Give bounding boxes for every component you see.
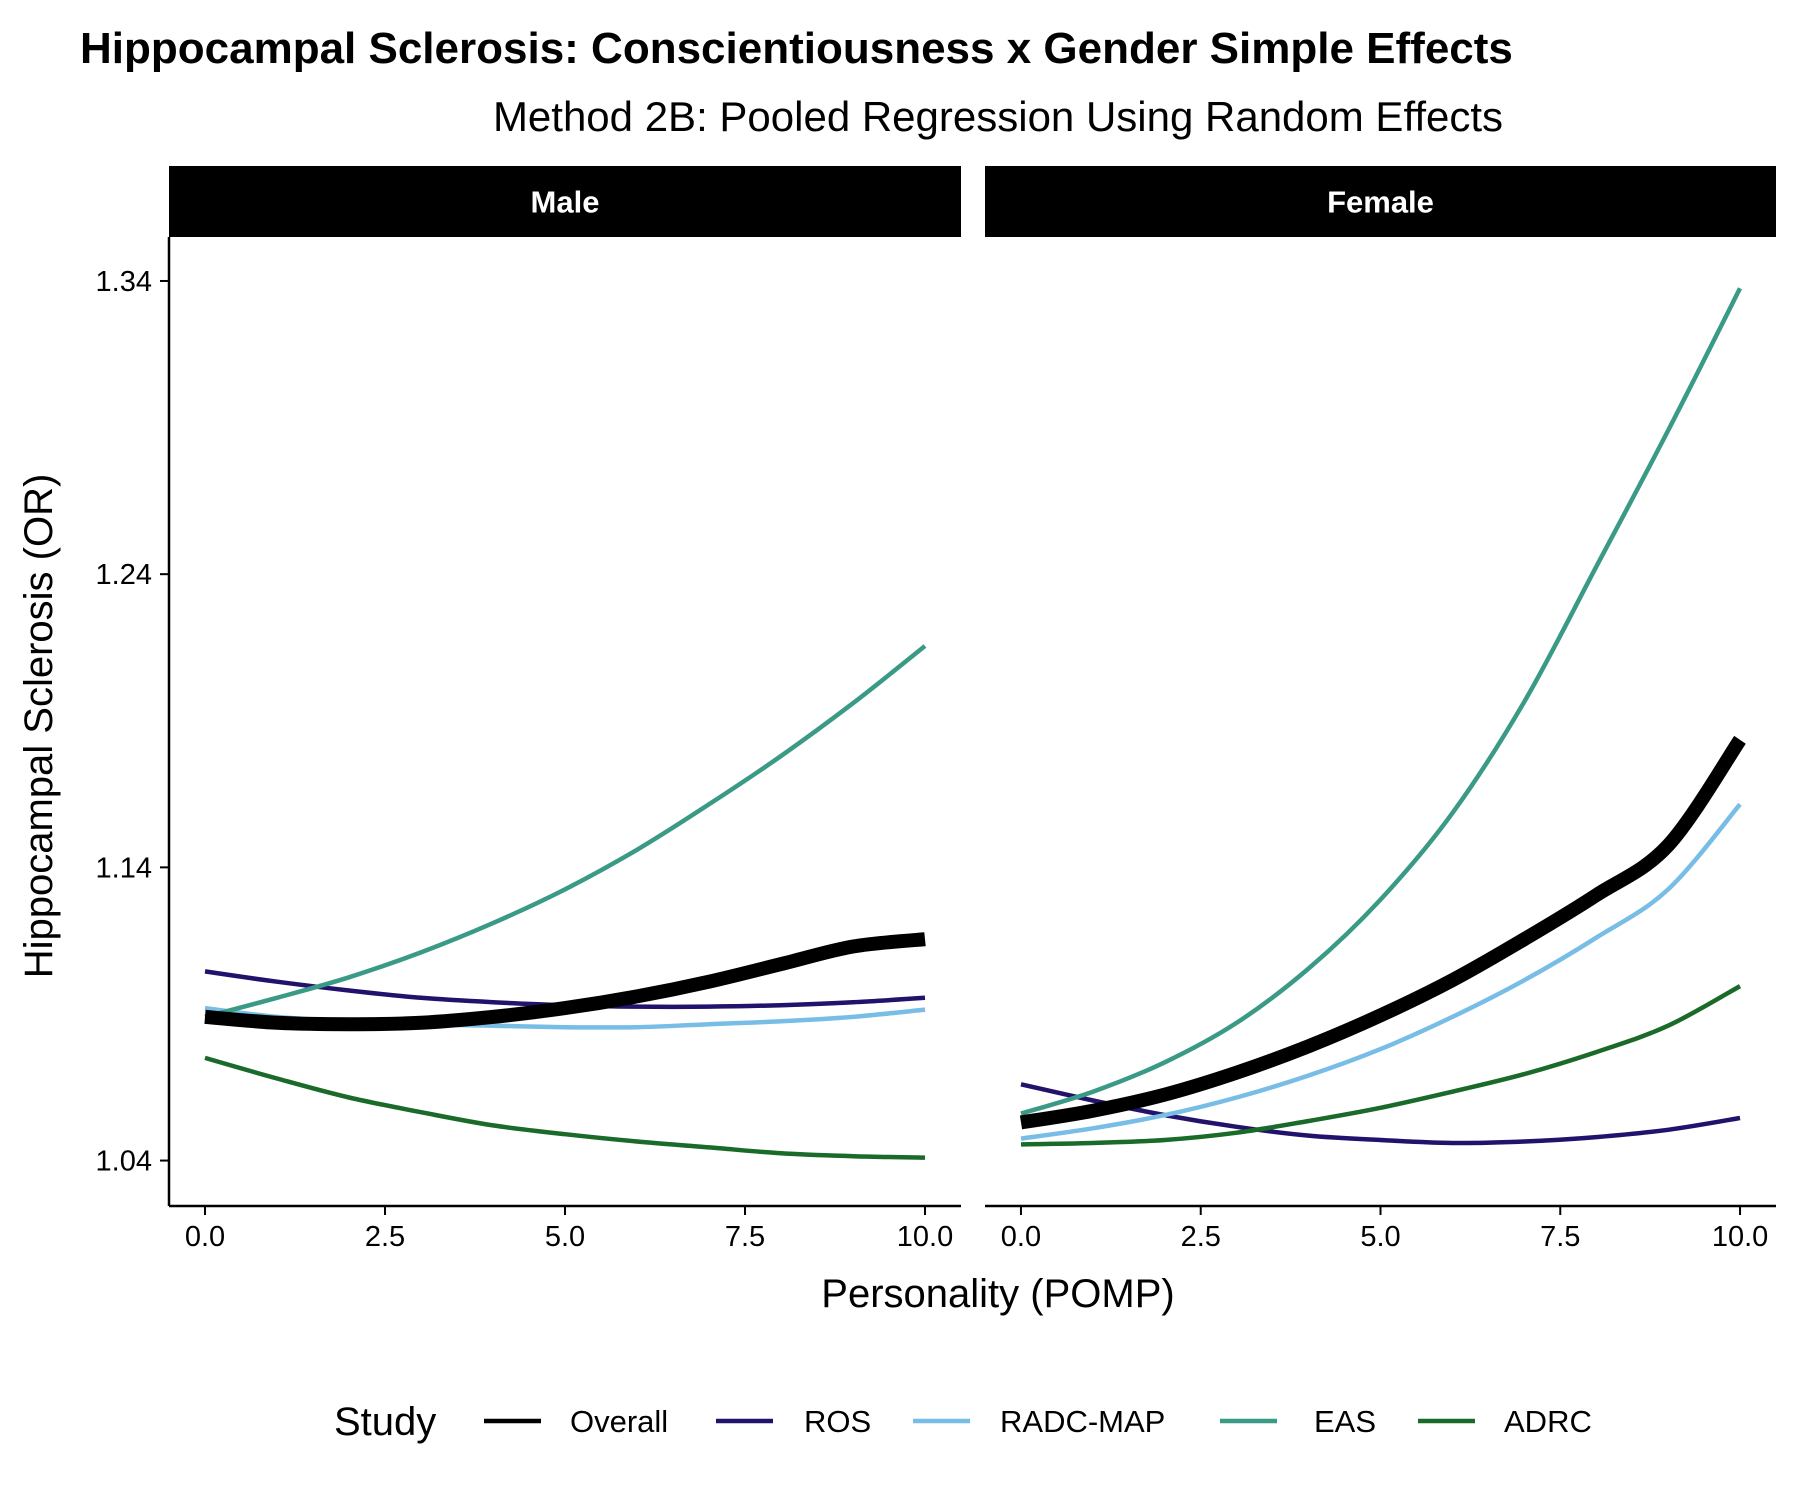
y-tick-label: 1.04: [96, 1146, 152, 1178]
y-tick-label: 1.14: [96, 852, 152, 884]
chart-subtitle: Method 2B: Pooled Regression Using Rando…: [493, 93, 1503, 140]
panel-female: Female 0.0 2.5 5.0 7.5 10.0: [985, 166, 1776, 1253]
strip-male: [169, 166, 961, 237]
x-tick-label-male: 7.5: [725, 1221, 765, 1253]
x-axis-title: Personality (POMP): [821, 1272, 1174, 1316]
series-line-ros-female: [1020, 1082, 1741, 1146]
x-tick-label-male: 0.0: [185, 1221, 225, 1253]
series-line-radc-map-female: [1020, 802, 1742, 1141]
legend-label-overall: Overall: [570, 1404, 668, 1439]
x-tick-label-male: 2.5: [365, 1221, 405, 1253]
legend-label-eas: EAS: [1314, 1404, 1376, 1439]
legend-label-ros: ROS: [804, 1404, 871, 1439]
x-tick-label-female: 0.0: [1001, 1221, 1041, 1253]
strip-label-female: Female: [1327, 185, 1434, 220]
legend-title: Study: [334, 1400, 436, 1444]
series-line-eas-male: [204, 644, 927, 1020]
series-line-adrc-male: [204, 1055, 926, 1160]
x-tick-label-female: 10.0: [1712, 1221, 1768, 1253]
legend-label-radc-map: RADC-MAP: [1000, 1404, 1165, 1439]
x-tick-label-male: 5.0: [545, 1221, 585, 1253]
legend-label-adrc: ADRC: [1504, 1404, 1592, 1439]
y-tick-label: 1.24: [96, 559, 152, 591]
x-tick-label-female: 7.5: [1540, 1221, 1580, 1253]
y-axis-title: Hippocampal Sclerosis (OR): [17, 474, 61, 979]
series-line-adrc-female: [1020, 984, 1742, 1147]
x-tick-label-male: 10.0: [897, 1221, 953, 1253]
series-line-overall-male: [204, 932, 926, 1032]
x-tick-label-female: 2.5: [1181, 1221, 1221, 1253]
strip-label-male: Male: [531, 185, 600, 220]
series-line-eas-female: [1020, 287, 1743, 1116]
y-tick-label: 1.34: [96, 266, 152, 298]
chart-title: Hippocampal Sclerosis: Conscientiousness…: [80, 24, 1513, 73]
panel-male: Male 0.0 2.5 5.0 7.5 10.0 1.04 1.14 1.24 1.34: [96, 166, 961, 1253]
x-tick-label-female: 5.0: [1360, 1221, 1400, 1253]
panels: Male 0.0 2.5 5.0 7.5 10.0 1.04 1.14 1.24 1.34 Fema…: [96, 166, 1776, 1253]
legend: Study Overall ROS RADC-MAP EAS ADRC: [334, 1400, 1592, 1444]
strip-female: [985, 166, 1776, 237]
series-line-overall-female: [1019, 735, 1746, 1130]
